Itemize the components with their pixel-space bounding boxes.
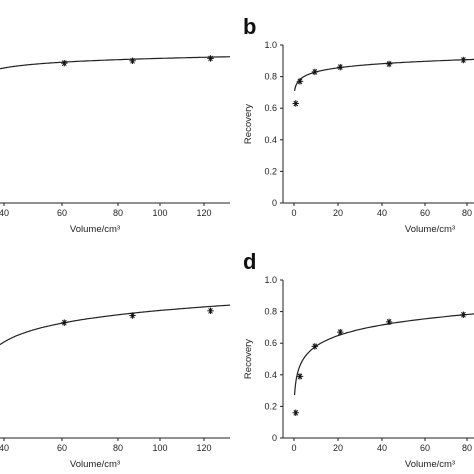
y-axis-label: Recovery bbox=[243, 339, 254, 379]
y-tick-label: 0.6 bbox=[264, 338, 277, 348]
x-tick-label: 120 bbox=[196, 208, 211, 218]
x-tick-label: 40 bbox=[0, 208, 9, 218]
x-axis-label: Volume/cm³ bbox=[70, 224, 120, 235]
fit-curve bbox=[294, 58, 474, 91]
axis-ticks: 0 20 40 60 80 0 0.2 0.4 0.6 0.8 1.0 bbox=[264, 40, 472, 218]
data-point bbox=[129, 57, 136, 64]
data-point bbox=[460, 311, 467, 318]
data-point bbox=[337, 328, 344, 336]
x-tick-label: 0 bbox=[291, 443, 296, 453]
x-tick-label: 60 bbox=[420, 208, 430, 218]
x-tick-label: 100 bbox=[152, 208, 167, 218]
y-tick-label: 0.6 bbox=[264, 103, 277, 113]
x-tick-label: 60 bbox=[420, 443, 430, 453]
data-point bbox=[311, 343, 319, 350]
data-point bbox=[61, 59, 68, 67]
data-point bbox=[385, 318, 393, 326]
y-tick-label: 0.2 bbox=[264, 166, 277, 176]
y-tick-label: 0 bbox=[272, 198, 277, 208]
panel-label: b bbox=[243, 14, 256, 39]
data-point bbox=[296, 373, 304, 380]
fit-curve bbox=[0, 56, 231, 70]
x-tick-label: 40 bbox=[0, 443, 9, 453]
data-point bbox=[292, 100, 299, 107]
x-tick-label: 80 bbox=[113, 443, 123, 453]
y-tick-label: 1.0 bbox=[264, 275, 277, 285]
x-axis-label: Volume/cm³ bbox=[405, 459, 455, 470]
panel-label: d bbox=[243, 249, 256, 274]
x-tick-label: 80 bbox=[462, 443, 472, 453]
data-points bbox=[61, 55, 214, 67]
fit-curve bbox=[0, 304, 231, 346]
x-tick-label: 40 bbox=[377, 208, 387, 218]
y-tick-label: 0.4 bbox=[264, 135, 277, 145]
x-tick-label: 40 bbox=[377, 443, 387, 453]
x-axis-label: Volume/cm³ bbox=[405, 224, 455, 235]
data-points bbox=[292, 56, 467, 107]
panel-a: 40 60 80 100 120 Volume/cm³ bbox=[0, 55, 231, 235]
x-ticks: 40 60 80 100 120 bbox=[0, 438, 212, 453]
x-tick-label: 60 bbox=[57, 443, 67, 453]
data-point bbox=[337, 63, 344, 71]
x-tick-label: 0 bbox=[291, 208, 296, 218]
panel-d: d 0 20 40 60 80 0 0.2 0.4 0.6 0.8 1.0 Volume/cm³ R… bbox=[243, 249, 474, 470]
axis-ticks: 0 20 40 60 80 0 0.2 0.4 0.6 0.8 1.0 bbox=[264, 275, 472, 453]
x-tick-label: 80 bbox=[113, 208, 123, 218]
y-tick-label: 0.2 bbox=[264, 401, 277, 411]
data-point bbox=[207, 307, 214, 315]
data-point bbox=[311, 68, 319, 76]
data-point bbox=[296, 78, 304, 85]
x-ticks: 40 60 80 100 120 bbox=[0, 203, 212, 218]
y-tick-label: 1.0 bbox=[264, 40, 277, 50]
panel-b: b 0 20 40 60 80 0 0.2 0.4 0.6 0.8 1.0 Volume/cm³ R… bbox=[243, 14, 474, 235]
data-point bbox=[460, 56, 467, 64]
y-tick-label: 0 bbox=[272, 433, 277, 443]
x-tick-label: 120 bbox=[196, 443, 211, 453]
y-axis-label: Recovery bbox=[243, 104, 254, 144]
x-tick-label: 20 bbox=[333, 208, 343, 218]
x-tick-label: 100 bbox=[152, 443, 167, 453]
fit-curve bbox=[294, 313, 474, 396]
y-tick-label: 0.8 bbox=[264, 307, 277, 317]
data-point bbox=[207, 55, 214, 62]
x-axis-label: Volume/cm³ bbox=[70, 459, 120, 470]
panel-c: 40 60 80 100 120 Volume/cm³ bbox=[0, 304, 231, 470]
data-points bbox=[61, 307, 214, 326]
data-point bbox=[385, 60, 393, 68]
y-tick-label: 0.8 bbox=[264, 72, 277, 82]
y-tick-label: 0.4 bbox=[264, 370, 277, 380]
x-tick-label: 60 bbox=[57, 208, 67, 218]
data-point bbox=[292, 409, 299, 416]
x-tick-label: 80 bbox=[462, 208, 472, 218]
data-point bbox=[61, 319, 68, 326]
x-tick-label: 20 bbox=[333, 443, 343, 453]
data-point bbox=[129, 312, 136, 319]
data-points bbox=[292, 311, 467, 416]
